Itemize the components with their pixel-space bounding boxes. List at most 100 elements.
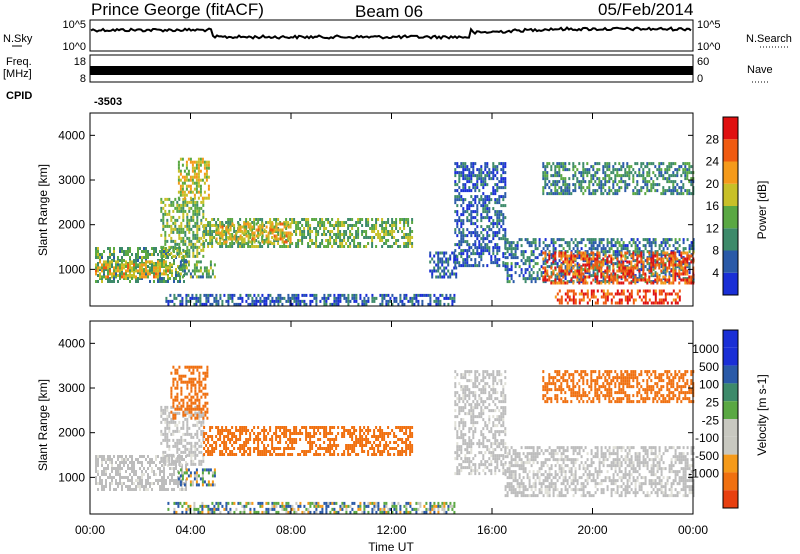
- power-cell-12: [656, 189, 659, 193]
- power-cell-8: [492, 162, 495, 166]
- power-cell-9: [542, 247, 545, 251]
- power-cell-1: [131, 266, 133, 270]
- power-cell-13: [259, 302, 262, 306]
- power-cell-3: [193, 166, 196, 170]
- power-cell-0: [109, 247, 111, 250]
- power-cell-9: [570, 280, 573, 284]
- power-cell-10: [610, 278, 613, 282]
- power-cell-2: [186, 218, 189, 222]
- power-cell-2: [176, 242, 179, 246]
- velocity-cell-1: [200, 423, 203, 427]
- power-cell-7: [431, 272, 434, 276]
- power-cell-9: [576, 265, 579, 269]
- power-cell-8: [484, 201, 487, 205]
- velocity-cell-0: [163, 485, 165, 488]
- power-cell-5: [261, 234, 264, 238]
- power-cell-0: [137, 265, 139, 268]
- power-cell-5: [273, 225, 276, 229]
- power-cell-12: [646, 171, 649, 175]
- power-cell-13: [363, 302, 366, 306]
- power-cell-12: [642, 177, 645, 181]
- power-cell-12: [558, 165, 561, 169]
- power-cell-1: [139, 272, 141, 276]
- power-cell-13: [403, 293, 406, 297]
- power-cell-13: [173, 302, 176, 306]
- power-cell-12: [558, 162, 561, 166]
- power-cell-8: [464, 183, 467, 187]
- velocity-cell-0: [101, 479, 103, 482]
- power-cell-10: [630, 272, 633, 276]
- power-cell-8: [488, 174, 491, 178]
- power-cell-9: [532, 241, 535, 245]
- power-cell-1: [107, 275, 109, 279]
- power-cell-8: [502, 168, 505, 172]
- power-cell-8: [472, 186, 475, 190]
- power-cell-13: [297, 302, 300, 306]
- power-cell-5: [225, 225, 228, 229]
- power-cell-9: [506, 262, 509, 266]
- power-cell-9: [664, 271, 667, 275]
- power-cell-2: [174, 245, 177, 249]
- power-cell-4: [313, 242, 316, 245]
- power-cell-4: [331, 224, 334, 227]
- power-cell-9: [614, 253, 617, 257]
- power-cell-13: [179, 299, 182, 303]
- power-cell-2: [162, 212, 165, 216]
- velocity-cell-0: [125, 476, 127, 479]
- power-cell-4: [285, 245, 288, 248]
- power-cell-10: [674, 275, 677, 279]
- power-cell-4: [329, 239, 332, 242]
- power-cell-12: [644, 177, 647, 181]
- power-cell-12: [672, 174, 675, 178]
- power-cell-12: [622, 180, 625, 184]
- power-cell-5: [241, 231, 244, 235]
- power-cell-0: [135, 280, 137, 283]
- power-cell-1: [127, 263, 129, 267]
- power-cell-13: [283, 296, 286, 300]
- power-cell-8: [468, 219, 471, 223]
- velocity-cell-0: [97, 473, 99, 476]
- power-cell-5: [243, 240, 246, 244]
- power-cell-8: [490, 171, 493, 175]
- power-cell-8: [458, 219, 461, 223]
- power-cell-13: [401, 302, 404, 306]
- power-cell-10: [616, 257, 619, 261]
- power-cell-4: [239, 218, 242, 221]
- power-cell-10: [620, 266, 623, 270]
- power-cell-9: [562, 247, 565, 251]
- power-cell-11: [670, 301, 673, 305]
- power-cell-11: [592, 292, 595, 296]
- power-cell-5: [239, 234, 242, 238]
- power-cell-2: [194, 212, 197, 216]
- power-cell-13: [333, 296, 336, 300]
- power-cell-7: [441, 257, 444, 261]
- velocity-cell-0: [141, 476, 143, 479]
- power-cell-6: [185, 266, 188, 270]
- power-cell-9: [608, 250, 611, 254]
- power-cell-9: [522, 262, 525, 266]
- power-cell-9: [538, 241, 541, 245]
- power-cell-12: [684, 174, 687, 178]
- power-cell-8: [480, 231, 483, 235]
- power-cell-4: [305, 218, 308, 221]
- power-cell-5: [241, 225, 244, 229]
- power-cell-13: [379, 293, 382, 297]
- velocity-cell-0: [149, 476, 151, 479]
- power-cell-10: [658, 257, 661, 261]
- power-cell-4: [327, 239, 330, 242]
- power-cell-4: [337, 227, 340, 230]
- power-cell-0: [175, 271, 177, 274]
- power-cell-9: [584, 271, 587, 275]
- power-cell-2: [202, 209, 205, 213]
- power-cell-3: [187, 178, 190, 182]
- power-cell-8: [460, 234, 463, 238]
- power-cell-8: [470, 201, 473, 205]
- power-cell-10: [676, 263, 679, 267]
- power-cell-10: [578, 272, 581, 276]
- power-cell-6: [195, 260, 198, 264]
- power-cell-4: [255, 218, 258, 221]
- velocity-cell-0: [111, 461, 113, 464]
- power-cell-3: [207, 160, 210, 164]
- power-cell-0: [155, 250, 157, 253]
- power-cell-13: [215, 293, 218, 297]
